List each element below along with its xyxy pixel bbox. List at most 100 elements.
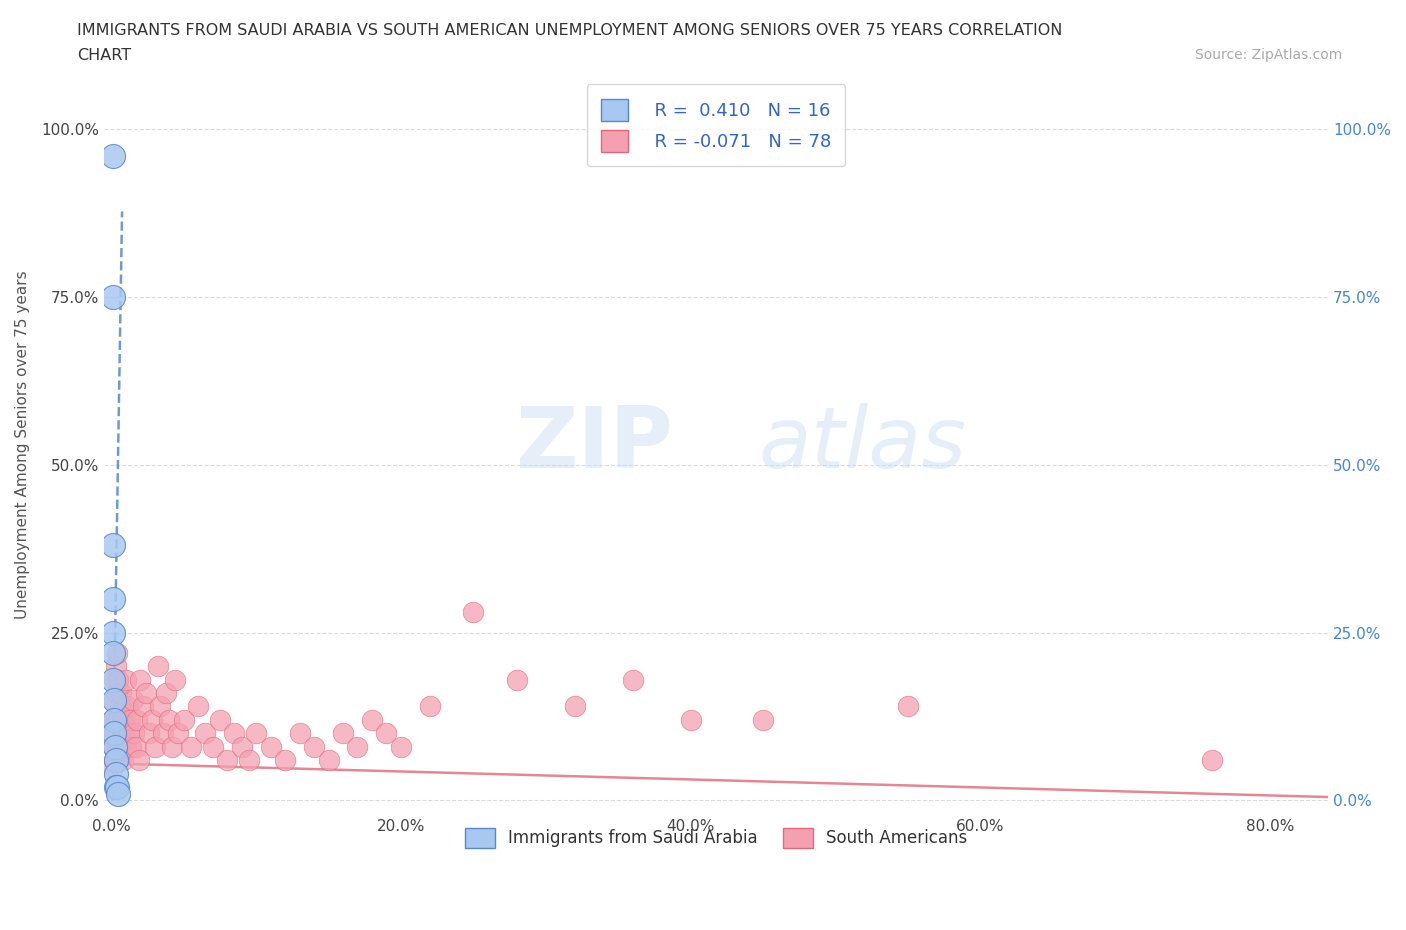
Point: [122, 692, 145, 707]
Point: [506, 672, 529, 687]
Point: [897, 699, 920, 714]
Point: [224, 725, 246, 740]
Point: [208, 712, 231, 727]
Point: [419, 699, 441, 714]
Point: [143, 739, 166, 754]
Point: [104, 746, 127, 761]
Point: [108, 699, 131, 714]
Point: [103, 692, 125, 707]
Point: [463, 605, 485, 620]
Point: [1201, 752, 1223, 767]
Text: atlas: atlas: [759, 403, 967, 486]
Point: [124, 725, 146, 740]
Point: [101, 625, 124, 640]
Point: [101, 760, 124, 775]
Point: [117, 725, 139, 740]
Point: [101, 712, 124, 727]
Point: [180, 739, 202, 754]
Point: [107, 786, 129, 801]
Point: [155, 685, 177, 700]
Point: [101, 739, 124, 754]
Point: [173, 712, 195, 727]
Point: [103, 725, 125, 740]
Text: CHART: CHART: [77, 48, 131, 63]
Point: [564, 699, 586, 714]
Point: [110, 733, 132, 748]
Point: [141, 712, 163, 727]
Point: [105, 779, 128, 794]
Point: [752, 712, 775, 727]
Point: [101, 149, 124, 164]
Point: [163, 672, 186, 687]
Point: [121, 739, 143, 754]
Point: [103, 752, 125, 767]
Point: [112, 725, 135, 740]
Point: [187, 699, 209, 714]
Point: [318, 752, 340, 767]
Point: [166, 725, 188, 740]
Point: [101, 289, 124, 304]
Point: [679, 712, 702, 727]
Point: [127, 712, 149, 727]
Point: [107, 712, 129, 727]
Legend: Immigrants from Saudi Arabia, South Americans: Immigrants from Saudi Arabia, South Amer…: [451, 815, 980, 861]
Point: [149, 699, 172, 714]
Point: [103, 725, 125, 740]
Point: [105, 645, 128, 660]
Point: [103, 672, 125, 687]
Point: [128, 752, 150, 767]
Point: [245, 725, 267, 740]
Point: [110, 685, 132, 700]
Point: [274, 752, 297, 767]
Point: [104, 752, 127, 767]
Point: [111, 712, 134, 727]
Point: [118, 712, 141, 727]
Point: [160, 739, 183, 754]
Text: IMMIGRANTS FROM SAUDI ARABIA VS SOUTH AMERICAN UNEMPLOYMENT AMONG SENIORS OVER 7: IMMIGRANTS FROM SAUDI ARABIA VS SOUTH AM…: [77, 23, 1063, 38]
Point: [288, 725, 311, 740]
Point: [103, 712, 125, 727]
Point: [231, 739, 253, 754]
Point: [346, 739, 368, 754]
Text: ZIP: ZIP: [516, 403, 673, 486]
Point: [125, 739, 148, 754]
Text: Source: ZipAtlas.com: Source: ZipAtlas.com: [1195, 48, 1343, 62]
Point: [105, 739, 128, 754]
Point: [104, 658, 127, 673]
Point: [201, 739, 224, 754]
Point: [157, 712, 180, 727]
Point: [238, 752, 260, 767]
Point: [103, 692, 125, 707]
Point: [138, 725, 160, 740]
Point: [332, 725, 354, 740]
Point: [375, 725, 398, 740]
Point: [146, 658, 169, 673]
Point: [259, 739, 281, 754]
Point: [361, 712, 384, 727]
Point: [104, 766, 127, 781]
Point: [105, 685, 128, 700]
Point: [302, 739, 325, 754]
Point: [104, 779, 127, 794]
Point: [389, 739, 412, 754]
Point: [115, 699, 138, 714]
Point: [217, 752, 239, 767]
Point: [129, 672, 152, 687]
Point: [101, 591, 124, 606]
Point: [107, 752, 129, 767]
Point: [108, 739, 131, 754]
Point: [101, 538, 124, 552]
Point: [104, 712, 127, 727]
Point: [107, 672, 129, 687]
Point: [114, 672, 136, 687]
Point: [104, 739, 127, 754]
Point: [111, 752, 134, 767]
Point: [132, 699, 155, 714]
Point: [103, 672, 125, 687]
Point: [194, 725, 217, 740]
Point: [114, 739, 136, 754]
Point: [135, 685, 157, 700]
Y-axis label: Unemployment Among Seniors over 75 years: Unemployment Among Seniors over 75 years: [15, 271, 30, 619]
Point: [152, 725, 174, 740]
Point: [621, 672, 644, 687]
